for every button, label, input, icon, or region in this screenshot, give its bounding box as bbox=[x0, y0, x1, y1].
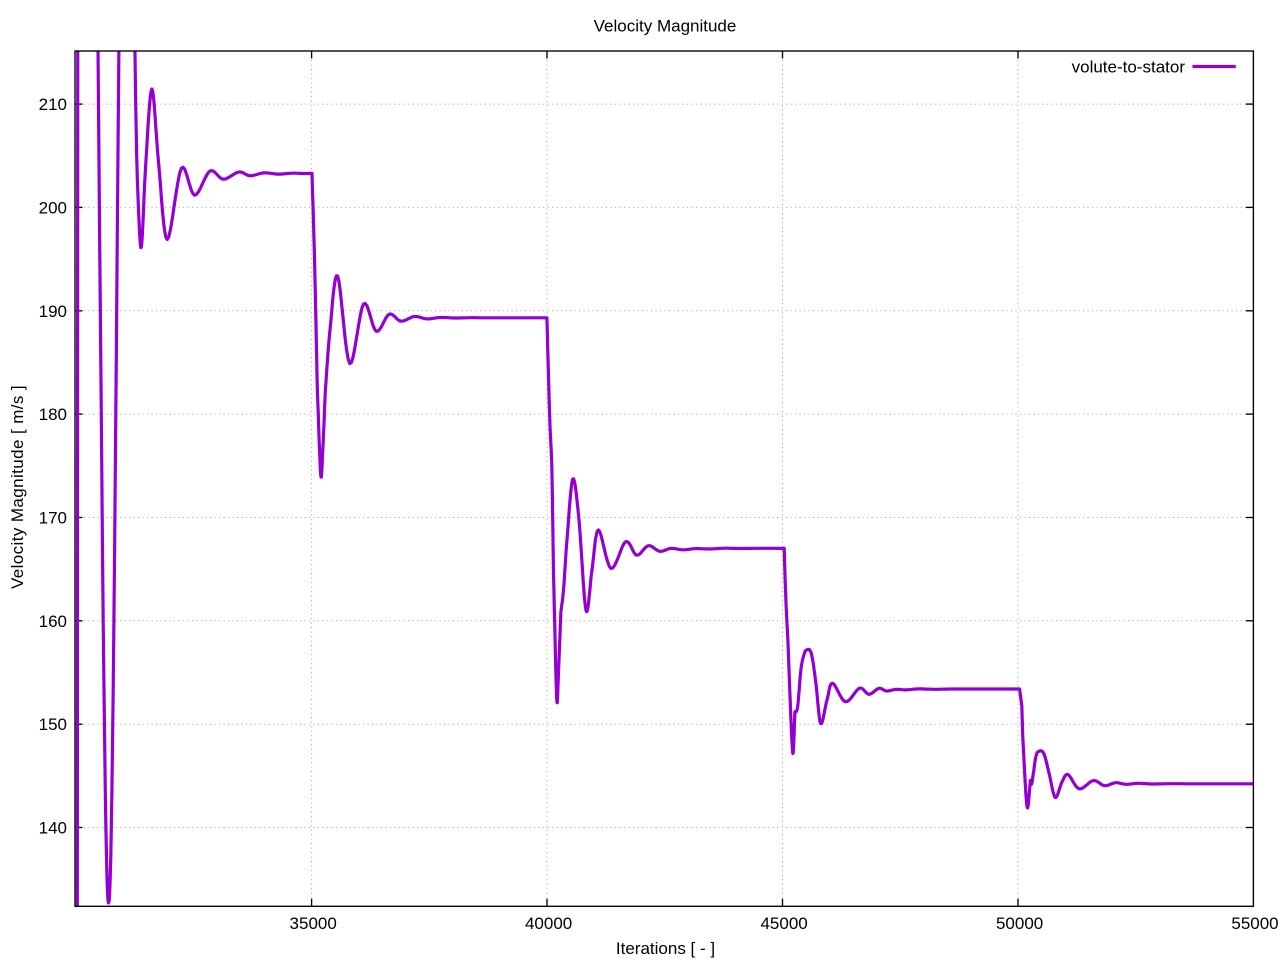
svg-text:volute-to-stator: volute-to-stator bbox=[1072, 58, 1186, 77]
svg-text:190: 190 bbox=[39, 302, 67, 321]
svg-text:35000: 35000 bbox=[290, 914, 337, 933]
svg-text:40000: 40000 bbox=[525, 914, 572, 933]
svg-text:160: 160 bbox=[39, 612, 67, 631]
svg-text:Velocity Magnitude: Velocity Magnitude bbox=[594, 17, 737, 36]
svg-text:140: 140 bbox=[39, 819, 67, 838]
svg-text:55000: 55000 bbox=[1231, 914, 1278, 933]
svg-text:180: 180 bbox=[39, 405, 67, 424]
svg-text:Velocity Magnitude [ m/s ]: Velocity Magnitude [ m/s ] bbox=[8, 385, 27, 589]
svg-text:210: 210 bbox=[39, 95, 67, 114]
svg-text:45000: 45000 bbox=[760, 914, 807, 933]
svg-text:200: 200 bbox=[39, 198, 67, 217]
svg-text:170: 170 bbox=[39, 509, 67, 528]
svg-text:Iterations [ - ]: Iterations [ - ] bbox=[616, 939, 715, 958]
svg-text:150: 150 bbox=[39, 715, 67, 734]
svg-text:50000: 50000 bbox=[996, 914, 1043, 933]
